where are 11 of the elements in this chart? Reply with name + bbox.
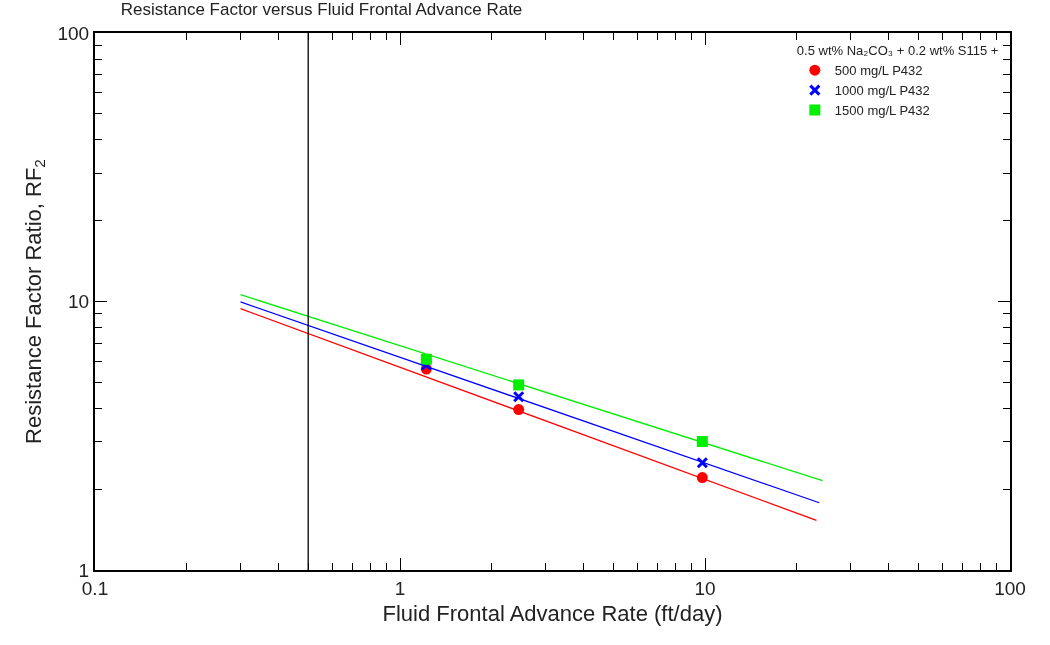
- x-tick-label: 100: [994, 577, 1026, 599]
- legend-label: 1500 mg/L P432: [834, 103, 930, 119]
- x-axis-title: Fluid Frontal Advance Rate (ft/day): [382, 601, 723, 627]
- chart-title: Resistance Factor versus Fluid Frontal Advance Rate: [120, 0, 523, 20]
- y-tick-label: 10: [68, 291, 90, 313]
- legend-title: 0.5 wt% Na₂CO₃ + 0.2 wt% S115 +: [796, 43, 999, 59]
- legend-label: 1000 mg/L P432: [834, 83, 930, 99]
- x-tick-label: 10: [694, 577, 716, 599]
- y-tick-label: 100: [57, 22, 90, 44]
- x-tick-label: 1: [394, 577, 406, 599]
- legend-label: 500 mg/L P432: [834, 63, 923, 79]
